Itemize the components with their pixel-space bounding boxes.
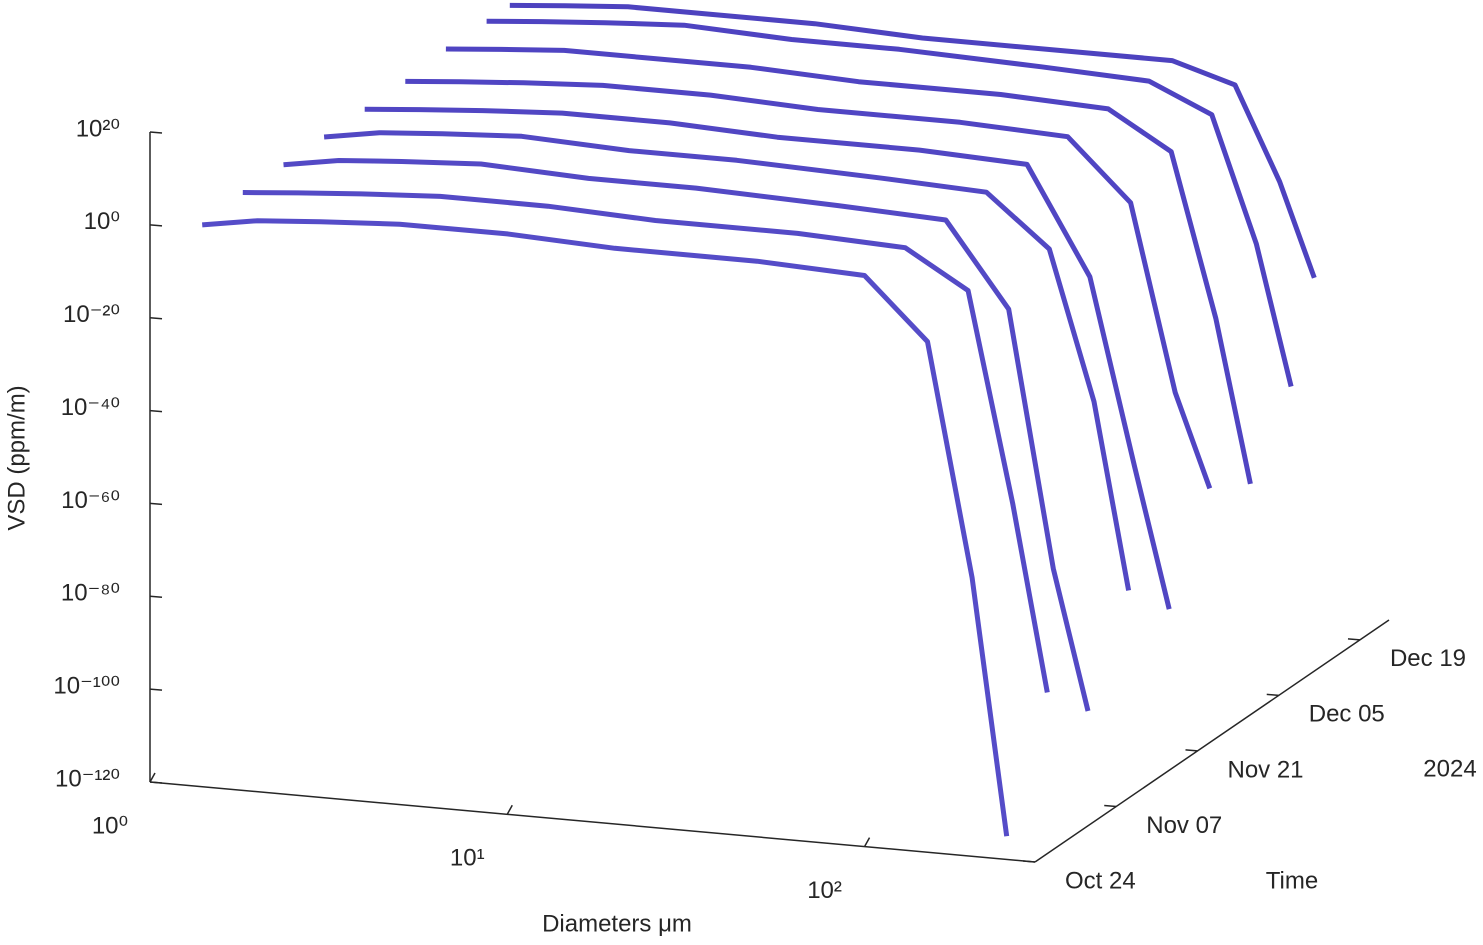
surface-slice [202,218,1010,837]
y-axis-line [1034,619,1390,863]
y-axis-label: Time [1266,867,1318,894]
y-tick [1022,860,1036,863]
y-tick [1104,804,1117,808]
y-tick-label: Dec 19 [1390,645,1466,672]
z-tick [149,502,163,506]
z-axis-label: VSD (ppm/m) [3,385,30,530]
z-tick [149,409,163,413]
x-tick [863,837,871,847]
x-tick [149,772,156,783]
z-tick-label: 10⁻²⁰ [63,301,120,328]
z-tick-label: 10²⁰ [76,115,120,142]
surface-slice [486,18,1294,388]
x-tick-label: 10¹ [450,845,485,872]
surface-slice [323,130,1132,591]
surface-slice [509,2,1317,279]
surface-slice [242,190,1050,693]
z-tick-label: 10⁻¹⁰⁰ [53,672,120,699]
y-tick-label: Nov 07 [1146,812,1222,839]
y-tick [1185,749,1198,752]
z-tick [149,688,163,691]
x-tick-label: 10² [807,877,842,904]
y-tick-label: Dec 05 [1309,701,1385,728]
surface-slice [364,106,1172,610]
x-tick-label: 10⁰ [92,812,128,839]
z-tick-label: 10⁻⁴⁰ [61,394,120,421]
z-tick [149,131,163,134]
y-tick-label: Oct 24 [1065,867,1136,894]
time-offset-label: 2024 [1423,755,1476,782]
z-tick-label: 10⁻¹²⁰ [55,765,120,792]
surface-slice [405,78,1213,490]
surface-slice [283,158,1091,712]
y-tick [1266,693,1279,697]
z-tick [149,224,163,227]
y-tick [1347,638,1361,641]
z-tick-label: 10⁰ [84,208,120,235]
y-tick-label: Nov 21 [1227,756,1303,783]
z-tick-label: 10⁻⁶⁰ [61,487,120,514]
x-axis-label: Diameters μm [542,910,692,937]
z-tick [149,316,163,320]
z-tick-label: 10⁻⁸⁰ [61,580,120,607]
z-tick [149,781,163,784]
z-tick [149,595,163,599]
x-axis-line [149,781,1036,863]
surface-slice [445,46,1253,485]
x-tick [506,804,513,815]
